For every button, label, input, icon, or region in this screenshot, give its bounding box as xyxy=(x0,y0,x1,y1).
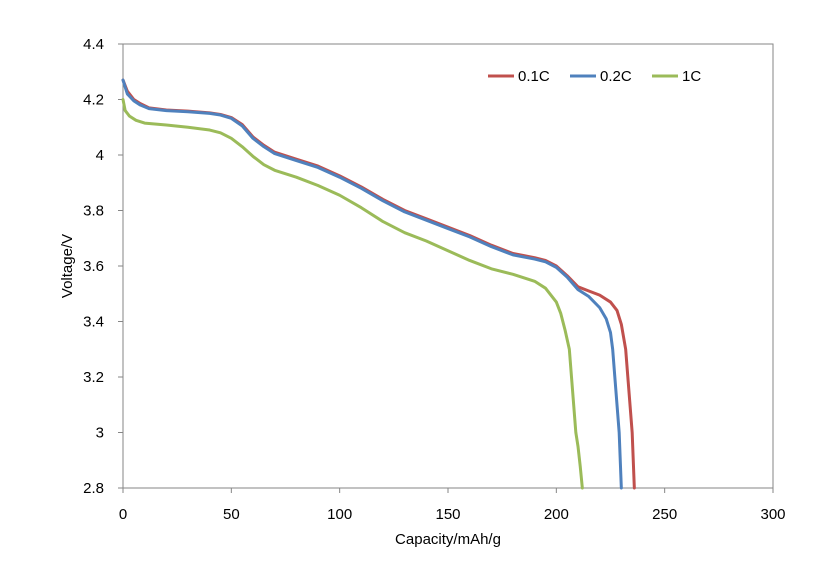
x-tick-label: 0 xyxy=(119,506,127,523)
x-tick-label: 300 xyxy=(760,506,785,523)
y-tick-label: 4 xyxy=(96,147,104,164)
y-tick-label: 3.2 xyxy=(83,369,104,386)
plot-area xyxy=(122,43,774,489)
x-tick-label: 150 xyxy=(435,506,460,523)
series-line-1c xyxy=(121,98,584,490)
y-tick-label: 3.4 xyxy=(83,314,104,331)
x-tick-label: 250 xyxy=(652,506,677,523)
plot-frame xyxy=(122,43,774,489)
y-axis-ticks: 2.8 3 3.2 3.4 3.6 3.8 4 4.2 4.4 xyxy=(83,36,123,497)
y-tick-label: 2.8 xyxy=(83,480,104,497)
x-axis-label: Capacity/mAh/g xyxy=(395,531,501,548)
y-tick-label: 3 xyxy=(96,425,104,442)
legend-label: 1C xyxy=(682,68,701,85)
x-tick-label: 200 xyxy=(544,506,569,523)
series-layer xyxy=(121,78,636,490)
y-axis-label: Voltage/V xyxy=(59,234,76,298)
y-tick-label: 3.8 xyxy=(83,203,104,220)
x-tick-label: 100 xyxy=(327,506,352,523)
y-tick-label: 4.4 xyxy=(83,36,104,53)
legend-label: 0.1C xyxy=(518,68,550,85)
series-line-0-2c xyxy=(121,78,623,490)
y-tick-label: 3.6 xyxy=(83,258,104,275)
x-tick-label: 50 xyxy=(223,506,240,523)
y-tick-label: 4.2 xyxy=(83,92,104,109)
legend-label: 0.2C xyxy=(600,68,632,85)
legend: 0.1C 0.2C 1C xyxy=(488,68,701,85)
series-line-0-1c xyxy=(121,78,636,490)
x-axis-ticks: 0 50 100 150 200 250 300 xyxy=(119,488,786,523)
